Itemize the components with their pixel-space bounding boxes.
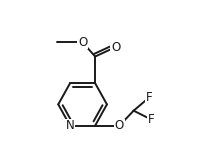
Text: O: O — [111, 41, 120, 54]
Text: O: O — [115, 119, 124, 132]
Text: F: F — [146, 91, 153, 104]
Text: F: F — [148, 113, 154, 126]
Text: N: N — [66, 119, 74, 132]
Text: O: O — [78, 36, 87, 49]
